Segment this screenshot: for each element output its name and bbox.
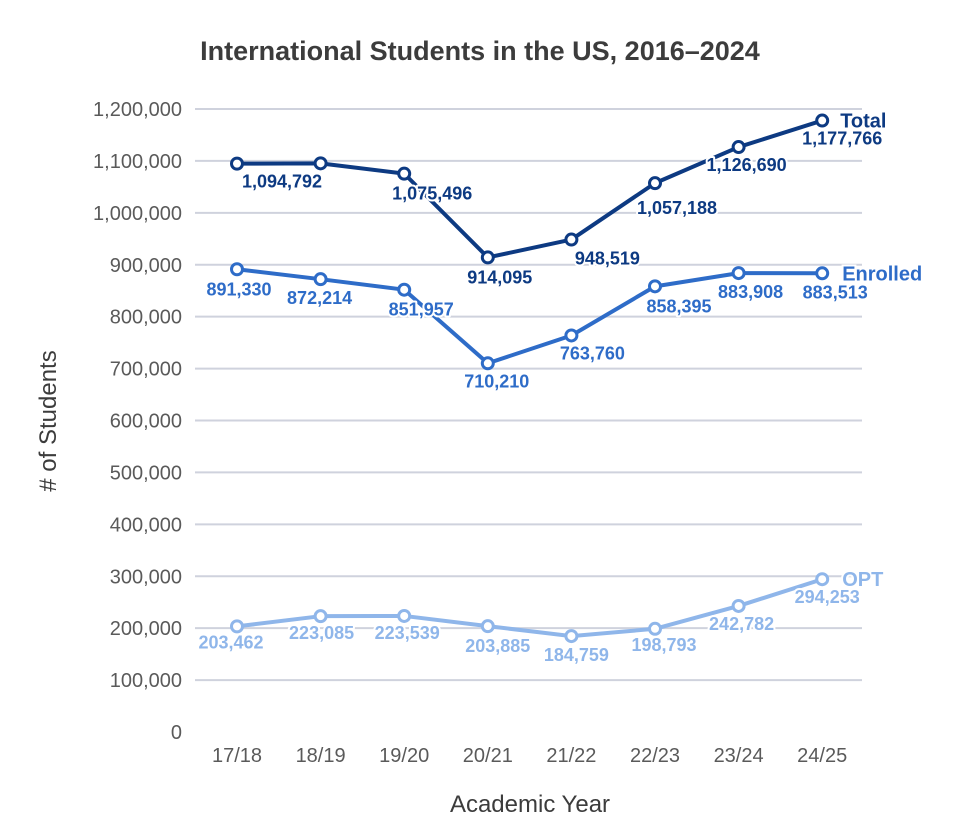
y-tick-label: 1,100,000 xyxy=(93,151,182,173)
data-label: 891,330 xyxy=(206,279,271,299)
data-point-enrolled xyxy=(480,356,495,371)
y-tick-label: 100,000 xyxy=(110,670,182,692)
y-tick-label: 0 xyxy=(171,722,182,744)
data-label: 294,253 xyxy=(795,587,860,607)
data-label: 883,513 xyxy=(803,282,868,302)
data-label: 1,177,766 xyxy=(802,129,882,149)
data-label: 198,793 xyxy=(631,635,696,655)
y-tick-label: 1,000,000 xyxy=(93,203,182,225)
series-name-label: Total xyxy=(840,111,886,133)
data-point-enrolled xyxy=(731,266,746,281)
data-label: 242,782 xyxy=(709,614,774,634)
y-tick-label: 300,000 xyxy=(110,566,182,588)
data-point-opt xyxy=(480,619,495,634)
data-label: 203,462 xyxy=(198,632,263,652)
data-point-total xyxy=(230,156,244,171)
data-label: 1,057,188 xyxy=(637,198,717,218)
data-point-opt xyxy=(397,608,412,623)
series-name-label: Enrolled xyxy=(842,263,922,285)
y-tick-label: 400,000 xyxy=(110,514,182,536)
data-point-enrolled xyxy=(313,272,328,287)
series-name-label: OPT xyxy=(842,569,883,591)
data-label: 872,214 xyxy=(287,288,352,308)
data-point-total xyxy=(397,166,412,181)
x-tick-label: 19/20 xyxy=(379,745,429,767)
data-label: 1,094,792 xyxy=(242,172,322,192)
data-label: 203,885 xyxy=(465,636,530,656)
data-label: 223,539 xyxy=(375,623,440,643)
x-tick-label: 21/22 xyxy=(546,745,596,767)
y-tick-label: 900,000 xyxy=(110,255,182,277)
data-point-total xyxy=(731,140,746,155)
y-tick-label: 500,000 xyxy=(110,462,182,484)
y-tick-label: 1,200,000 xyxy=(93,99,182,121)
data-point-opt xyxy=(815,572,830,587)
x-tick-label: 20/21 xyxy=(463,745,513,767)
data-point-opt xyxy=(731,598,746,613)
data-label: 914,095 xyxy=(467,267,532,287)
series-line-enrolled xyxy=(235,267,825,366)
data-point-enrolled xyxy=(564,328,579,343)
y-axis-label: # of Students xyxy=(35,350,62,491)
data-point-total xyxy=(648,176,662,191)
data-point-total xyxy=(564,232,579,247)
data-point-enrolled xyxy=(648,279,662,294)
series-line-opt xyxy=(235,577,825,639)
y-tick-label: 700,000 xyxy=(110,359,182,381)
data-point-opt xyxy=(230,619,244,634)
data-point-total xyxy=(480,250,495,265)
data-label: 851,957 xyxy=(389,300,454,320)
data-point-enrolled xyxy=(815,266,830,281)
data-point-opt xyxy=(564,629,579,644)
data-label: 710,210 xyxy=(464,371,529,391)
series-line-total xyxy=(235,118,825,260)
data-label: 184,759 xyxy=(544,645,609,665)
data-label: 948,519 xyxy=(575,249,640,269)
data-label: 858,395 xyxy=(646,296,711,316)
data-point-opt xyxy=(313,609,328,624)
x-tick-label: 23/24 xyxy=(714,745,764,767)
data-label: 1,075,496 xyxy=(392,184,472,204)
data-point-total xyxy=(815,113,830,128)
y-tick-label: 200,000 xyxy=(110,618,182,640)
data-label: 223,085 xyxy=(289,623,354,643)
data-label: 763,760 xyxy=(560,343,625,363)
data-point-opt xyxy=(648,621,662,636)
x-axis-label: Academic Year xyxy=(450,791,610,818)
x-tick-label: 17/18 xyxy=(212,745,262,767)
x-tick-label: 18/19 xyxy=(296,745,346,767)
y-tick-label: 600,000 xyxy=(110,411,182,433)
data-label: 883,908 xyxy=(718,282,783,302)
data-point-total xyxy=(313,156,328,171)
data-label: 1,126,690 xyxy=(707,155,787,175)
x-tick-label: 24/25 xyxy=(797,745,847,767)
x-tick-label: 22/23 xyxy=(630,745,680,767)
data-point-enrolled xyxy=(230,262,244,277)
chart-title: International Students in the US, 2016–2… xyxy=(200,36,760,66)
y-tick-label: 800,000 xyxy=(110,307,182,329)
data-point-enrolled xyxy=(397,282,412,297)
